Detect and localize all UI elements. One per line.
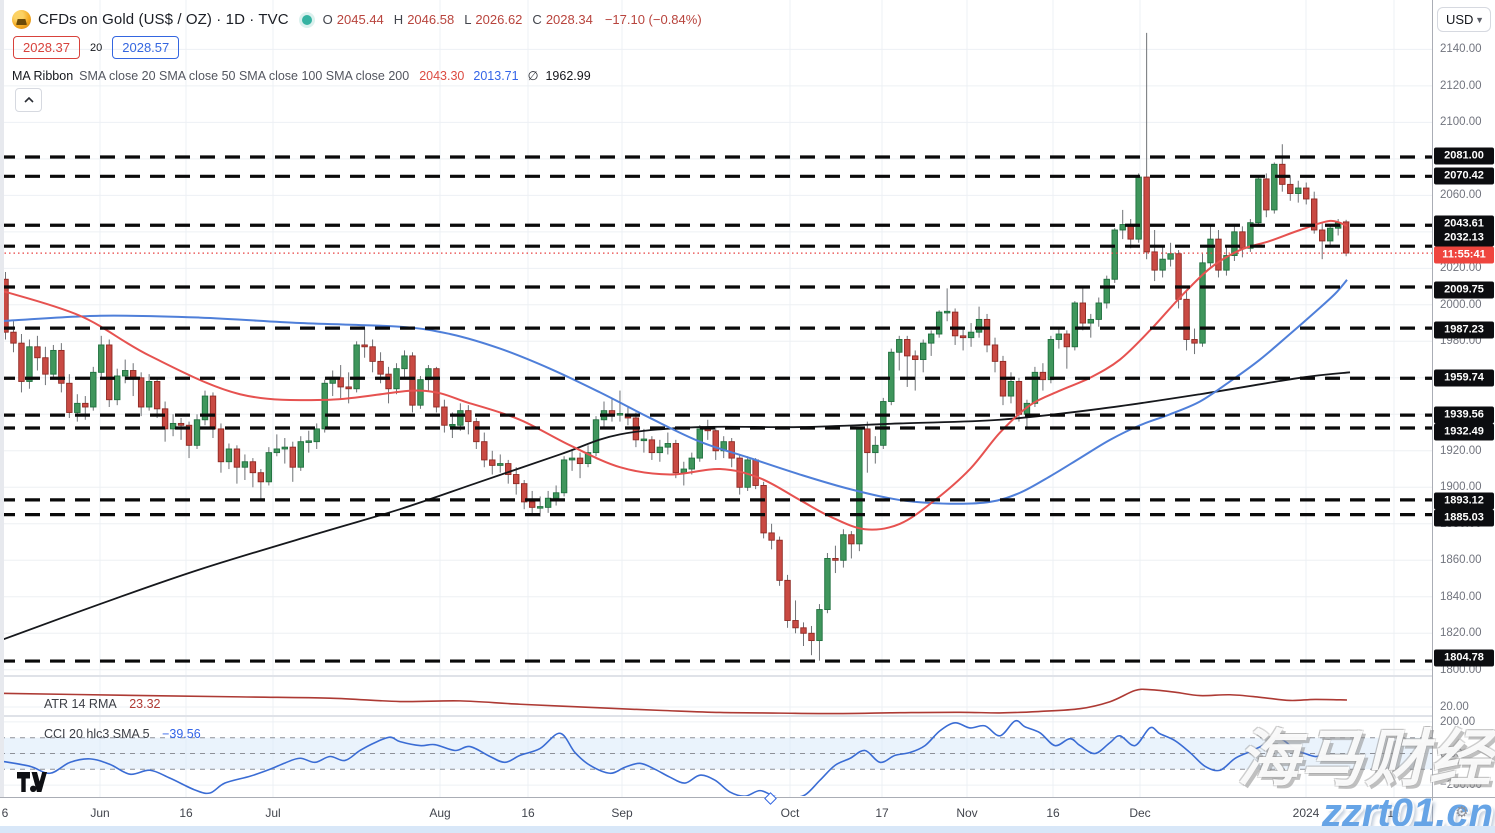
currency-selector[interactable]: USD ▼	[1437, 7, 1491, 32]
cci-tick: 0.00	[1440, 747, 1463, 760]
atr-title: ATR 14 RMA	[44, 697, 117, 711]
time-axis[interactable]: 6 Jun 16 Jul Aug 16 Sep Oct 17 Nov 16 Dec 2024 16	[0, 792, 1432, 827]
cci-legend[interactable]: CCI 20 hlc3 SMA 5 −39.56	[44, 727, 201, 741]
price-tick: 2060.00	[1440, 189, 1482, 202]
close-value: 2028.34	[545, 12, 593, 27]
price-tick: 1920.00	[1440, 444, 1482, 457]
level-price-label: 1804.78	[1434, 649, 1494, 667]
ma-ribbon-legend[interactable]: MA Ribbon SMA close 20 SMA close 50 SMA …	[12, 67, 591, 84]
price-tick: 1860.00	[1440, 554, 1482, 567]
price-tick: 2100.00	[1440, 116, 1482, 129]
high-value: 2046.58	[407, 12, 455, 27]
price-tick: 1800.00	[1440, 663, 1482, 676]
high-label: H	[393, 12, 404, 27]
tradingview-logo-icon[interactable]	[17, 772, 47, 797]
cci-title: CCI 20 hlc3 SMA 5	[44, 727, 150, 741]
level-price-label: 1893.12	[1434, 492, 1494, 510]
sma100-value: ∅	[527, 69, 539, 83]
axis-corner	[1433, 797, 1495, 798]
atr-tick: 20.00	[1440, 701, 1469, 713]
spread-value: 20	[90, 41, 103, 54]
ma-ribbon-params: SMA close 20 SMA close 50 SMA close 100 …	[79, 68, 410, 83]
buy-button[interactable]: 2028.57	[112, 36, 180, 59]
bottom-edge-strip	[0, 826, 1495, 833]
collapse-legend-button[interactable]	[15, 88, 42, 112]
level-price-label: 2070.42	[1434, 167, 1494, 185]
chevron-up-icon	[23, 97, 34, 103]
time-tick: Dec	[1129, 806, 1151, 820]
time-tick: 17	[875, 806, 889, 820]
level-price-label: 1885.03	[1434, 509, 1494, 527]
symbol-title[interactable]: CFDs on Gold (US$ / OZ) · 1D · TVC	[38, 11, 289, 28]
bar-countdown-label: 11:55:41	[1434, 246, 1494, 264]
open-value: 2045.44	[336, 12, 384, 27]
close-label: C	[532, 12, 542, 27]
time-tick: Jul	[265, 806, 281, 820]
level-price-label: 2081.00	[1434, 147, 1494, 165]
gear-icon[interactable]: ⚙	[1455, 804, 1469, 821]
level-price-label: 1939.56	[1434, 406, 1494, 424]
ohlc-values: O 2045.44 H 2046.58 L 2026.62 C 2028.34 −17.…	[323, 12, 702, 27]
time-tick: 16	[521, 806, 535, 820]
cci-tick: 200.00	[1440, 715, 1476, 728]
atr-value: 23.32	[129, 697, 161, 711]
level-price-label: 2032.13	[1434, 229, 1494, 247]
sma20-value: 2043.30	[419, 68, 465, 83]
price-tick: 2020.00	[1440, 262, 1482, 275]
time-tick: Oct	[780, 806, 800, 820]
market-status-icon[interactable]	[301, 14, 312, 25]
time-tick: Nov	[956, 806, 978, 820]
cci-value: −39.56	[162, 727, 201, 741]
level-price-label: 2009.75	[1434, 281, 1494, 299]
cci-tick: −200.00	[1440, 779, 1482, 792]
time-tick: 16	[1387, 806, 1401, 820]
time-tick: 16	[1046, 806, 1060, 820]
time-tick: 16	[179, 806, 193, 820]
time-tick: 6	[1, 806, 9, 820]
low-value: 2026.62	[475, 12, 523, 27]
currency-label: USD	[1446, 12, 1474, 27]
time-tick: Aug	[429, 806, 451, 820]
price-tick: 2000.00	[1440, 298, 1482, 311]
level-price-label: 2043.61	[1434, 215, 1494, 233]
chevron-down-icon: ▼	[1475, 14, 1484, 25]
level-price-label: 1959.74	[1434, 369, 1494, 387]
candlestick-chart[interactable]	[0, 0, 1432, 797]
ma-ribbon-title: MA Ribbon	[12, 68, 74, 83]
sell-button[interactable]: 2028.37	[13, 36, 80, 59]
price-tick: 2120.00	[1440, 79, 1482, 92]
level-price-label: 1932.49	[1434, 423, 1494, 441]
atr-legend[interactable]: ATR 14 RMA 23.32	[44, 697, 160, 711]
price-axis[interactable]: USD ▼ 2140.002120.002100.002080.002060.0…	[1432, 0, 1495, 833]
level-price-label: 1987.23	[1434, 321, 1494, 339]
time-tick: 2024	[1292, 806, 1320, 820]
price-tick: 1840.00	[1440, 590, 1482, 603]
low-label: L	[464, 12, 472, 27]
time-tick: Jun	[90, 806, 110, 820]
sma200-value: 1962.99	[545, 68, 591, 83]
time-tick: Sep	[611, 806, 633, 820]
gold-symbol-icon	[12, 10, 31, 29]
open-label: O	[322, 12, 333, 27]
sma50-value: 2013.71	[473, 68, 519, 83]
price-tick: 1900.00	[1440, 481, 1482, 494]
change-value: −17.10 (−0.84%)	[604, 12, 702, 27]
price-tick: 2140.00	[1440, 43, 1482, 56]
left-edge-divider	[0, 0, 4, 797]
price-tick: 1820.00	[1440, 627, 1482, 640]
